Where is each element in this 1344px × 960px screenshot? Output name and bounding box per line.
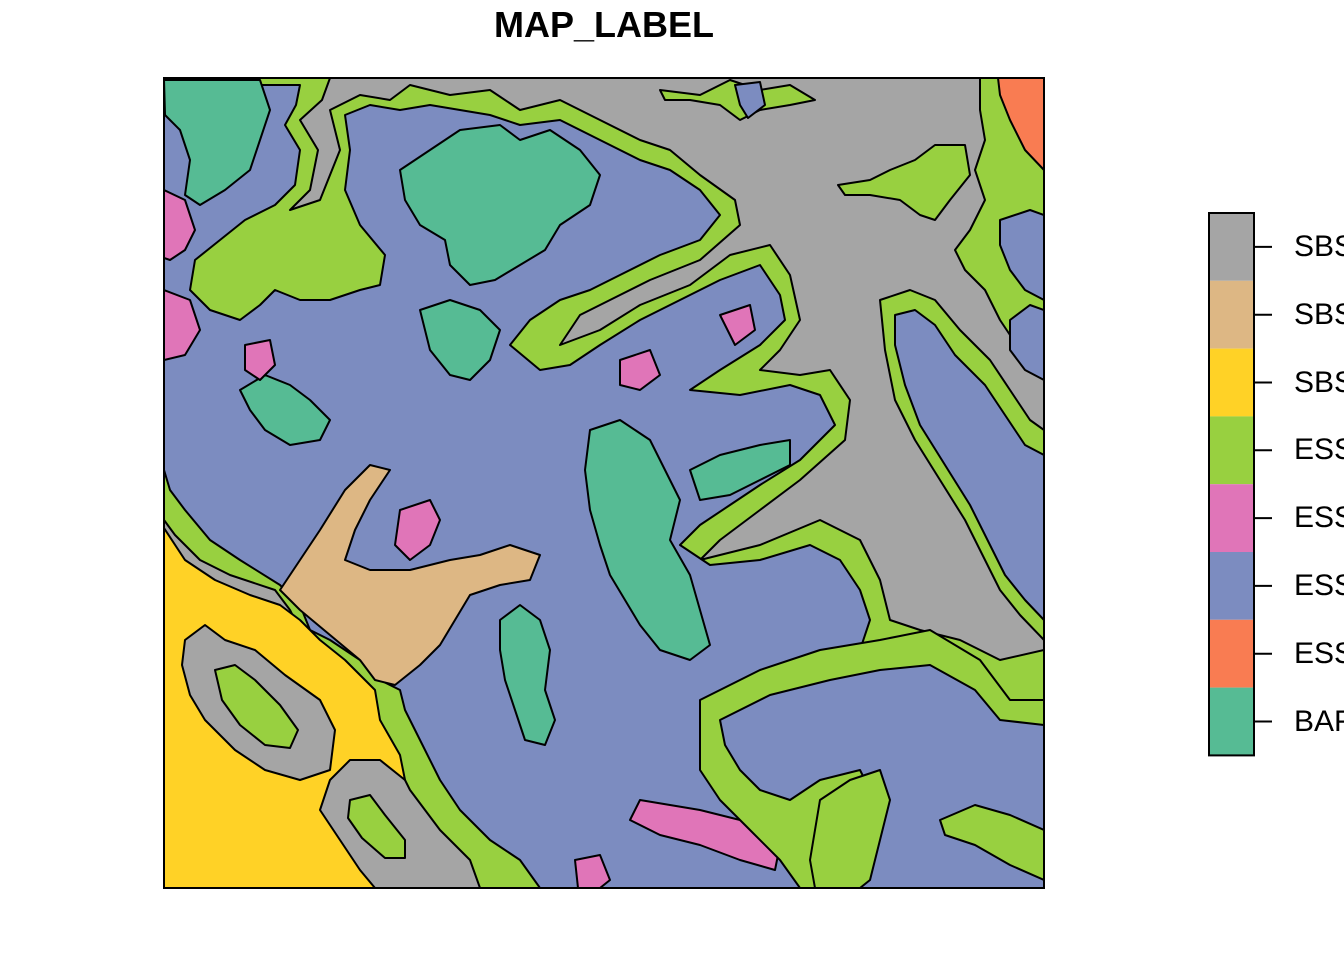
region-ess-pink-6 xyxy=(719,304,756,346)
map-panel xyxy=(164,78,1044,888)
region-ess-pink-11 xyxy=(574,854,611,888)
region-ess-pink-1 xyxy=(164,189,196,261)
region-baf-west xyxy=(239,374,331,446)
legend-label: ESS xyxy=(1294,636,1344,670)
region-ess-northeast-blue-2 xyxy=(1009,304,1044,381)
legend-colorbar xyxy=(1208,212,1272,757)
legend-label: ESS xyxy=(1294,568,1344,602)
legend-swatch xyxy=(1209,484,1254,552)
map-title: MAP_LABEL xyxy=(493,4,714,45)
legend-swatch xyxy=(1209,416,1254,485)
legend-label: ESS xyxy=(1294,433,1344,467)
region-ess-valley-island-1 xyxy=(837,144,971,221)
region-ess-pink-5 xyxy=(619,349,661,391)
region-baf-northwest xyxy=(164,79,271,206)
region-ess-core xyxy=(164,84,871,888)
region-ess-pink-8 xyxy=(629,799,781,871)
region-baf-north xyxy=(399,124,601,286)
region-baf-east xyxy=(689,439,791,501)
region-sbs-tan-strip xyxy=(279,464,541,686)
legend-frame xyxy=(1208,212,1255,757)
legend-label: SBS xyxy=(1294,365,1344,399)
map-frame xyxy=(163,77,1045,889)
legend-swatch xyxy=(1209,619,1254,688)
region-ess-east-ridge-core xyxy=(894,309,1044,621)
legend-swatch xyxy=(1209,687,1254,756)
legend-label: ESS xyxy=(1294,501,1344,535)
legend-swatch xyxy=(1209,348,1254,417)
region-ess-southeast-inner xyxy=(809,769,891,888)
legend-label: SBS xyxy=(1294,297,1344,331)
legend-swatch xyxy=(1209,213,1254,281)
region-baf-south xyxy=(499,604,556,746)
region-ess-valley-island-core xyxy=(734,81,766,119)
legend-label: SBS xyxy=(1294,229,1344,263)
legend-label: BAF xyxy=(1294,704,1344,738)
region-ess-island-green-1 xyxy=(214,664,299,749)
region-ess-pink-4 xyxy=(394,499,441,561)
region-baf-mid xyxy=(419,299,501,381)
region-ess-valley-island-2 xyxy=(659,79,816,121)
region-ess-island-green-2 xyxy=(347,794,406,859)
legend-swatch xyxy=(1209,280,1254,349)
region-ess-pink-2 xyxy=(164,289,201,361)
region-baf-center xyxy=(584,419,711,661)
region-ess-orange-patch xyxy=(997,78,1044,171)
region-ess-southeast-spur xyxy=(939,804,1044,881)
legend-swatch xyxy=(1209,552,1254,620)
region-ess-pink-3 xyxy=(244,339,276,381)
region-ess-northeast-core xyxy=(999,209,1044,301)
